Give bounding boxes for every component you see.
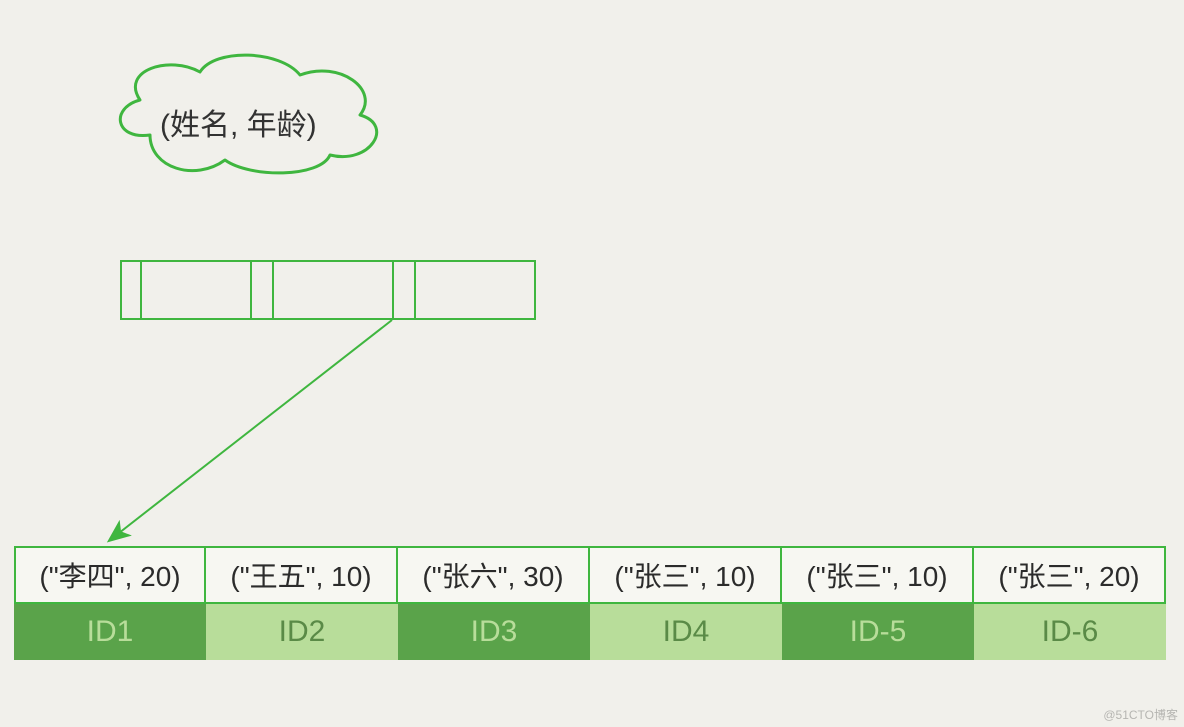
data-records-row: ("李四", 20)ID1("王五", 10)ID2("张六", 30)ID3(… <box>14 546 1166 660</box>
record-id: ID2 <box>206 604 398 660</box>
record-id: ID-6 <box>974 604 1166 660</box>
index-slots-row <box>120 260 536 320</box>
diagram-canvas: (姓名, 年龄) ("李四", 20)ID1("王五", 10)ID2("张六"… <box>0 0 1184 727</box>
record-tuple: ("张三", 20) <box>974 546 1166 604</box>
record-tuple: ("张三", 10) <box>782 546 974 604</box>
record-tuple: ("王五", 10) <box>206 546 398 604</box>
index-slot <box>274 260 394 320</box>
record-tuple: ("张六", 30) <box>398 546 590 604</box>
record-id: ID1 <box>14 604 206 660</box>
record-id: ID4 <box>590 604 782 660</box>
index-slot <box>120 260 142 320</box>
record-column: ("王五", 10)ID2 <box>206 546 398 660</box>
index-slot <box>252 260 274 320</box>
record-tuple: ("张三", 10) <box>590 546 782 604</box>
record-tuple: ("李四", 20) <box>14 546 206 604</box>
record-id: ID3 <box>398 604 590 660</box>
index-slot <box>142 260 252 320</box>
record-column: ("张三", 20)ID-6 <box>974 546 1166 660</box>
record-column: ("李四", 20)ID1 <box>14 546 206 660</box>
index-slot <box>416 260 536 320</box>
watermark-text: @51CTO博客 <box>1103 706 1178 723</box>
record-column: ("张三", 10)ID-5 <box>782 546 974 660</box>
record-column: ("张六", 30)ID3 <box>398 546 590 660</box>
pointer-arrow <box>110 320 392 540</box>
cloud-label: (姓名, 年龄) <box>160 100 317 144</box>
record-id: ID-5 <box>782 604 974 660</box>
index-slot <box>394 260 416 320</box>
record-column: ("张三", 10)ID4 <box>590 546 782 660</box>
